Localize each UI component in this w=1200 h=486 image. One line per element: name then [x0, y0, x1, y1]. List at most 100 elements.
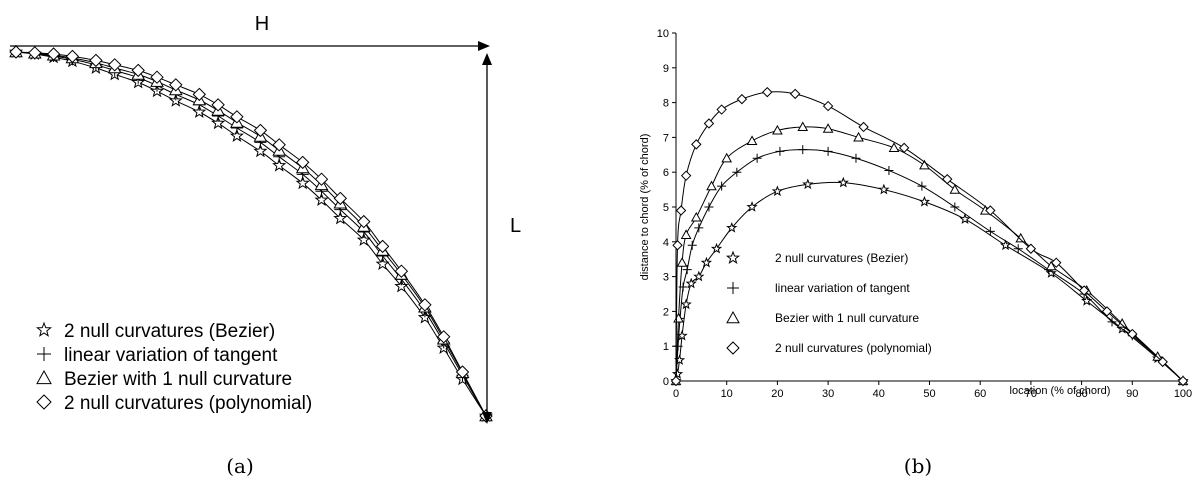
panel-a-point: [107, 58, 122, 72]
panel-a-point: [28, 46, 42, 60]
y-tick-label: 0: [663, 376, 669, 388]
panel-a-caption: (a): [226, 454, 254, 478]
x-tick-label: 100: [1174, 388, 1192, 400]
panel-b-series-line-3: [675, 126, 1184, 382]
x-tick-label: 10: [721, 388, 733, 400]
panel-b-point: [703, 118, 715, 129]
panel-b-point: [672, 240, 683, 251]
panel-a-point: [455, 365, 470, 379]
legend-a-triangle-marker: [36, 369, 52, 385]
panel-b-point: [673, 341, 683, 351]
panel-b-point: [959, 213, 971, 224]
panel-a-point: [418, 298, 432, 312]
panel-b-series-line-4: [675, 91, 1184, 382]
panel-a-point: [230, 110, 244, 124]
panel-b-curves: [670, 86, 1189, 387]
panel-b-point: [853, 131, 864, 142]
panel-b-point: [999, 239, 1012, 251]
legend-a-diamond-marker: [36, 394, 52, 410]
panel-b-point: [1045, 260, 1057, 271]
l-label: L: [510, 215, 521, 237]
y-tick-label: 1: [663, 341, 669, 353]
panel-b-point: [1127, 328, 1138, 340]
panel-b-point: [716, 104, 727, 115]
panel-b: 0 10 20 30 40 50 60 70 80 90 100 0 1 2 3 4 5 6 7 8 9 10 2 nul…: [639, 28, 1192, 478]
legend-a-label: 2 null curvatures (polynomial): [64, 393, 312, 414]
y-tick-label: 6: [663, 167, 669, 179]
h-arrowhead: [478, 41, 490, 51]
panel-a: H L 2 null curvatures (Bezier) linear var…: [8, 13, 521, 478]
legend-a-label: linear variation of tangent: [64, 345, 278, 366]
panel-a-point: [375, 239, 390, 254]
panel-a-point: [253, 123, 268, 138]
panel-b-point: [919, 159, 930, 170]
x-tick-label: 0: [673, 388, 679, 400]
x-tick-label: 80: [1075, 388, 1087, 400]
panel-b-point: [823, 146, 833, 156]
panel-b-point: [797, 121, 809, 132]
panel-a-point: [295, 155, 310, 170]
panel-b-point: [1177, 375, 1189, 387]
panel-b-point: [1025, 243, 1037, 254]
panel-a-point: [357, 214, 371, 229]
panel-b-point: [680, 298, 692, 310]
panel-b-point: [798, 145, 808, 155]
panel-b-point: [736, 93, 748, 105]
panel-b-point: [706, 180, 717, 191]
panel-b-point: [762, 86, 773, 98]
panel-b-point: [950, 202, 960, 212]
y-tick-label: 3: [663, 272, 669, 284]
panel-a-point: [356, 232, 371, 247]
panel-b-point: [685, 277, 697, 289]
panel-b-point: [732, 167, 742, 177]
y-tick-label: 5: [663, 202, 669, 214]
x-tick-label: 70: [1025, 388, 1037, 400]
panel-a-point: [394, 264, 409, 278]
panel-b-point: [918, 195, 931, 207]
panel-a-point: [131, 63, 145, 78]
panel-b-point: [693, 270, 705, 282]
panel-a-point: [46, 47, 61, 61]
panel-b-point: [771, 185, 784, 197]
panel-b-point: [942, 173, 953, 185]
panel-b-point: [789, 88, 801, 100]
panel-a-point: [436, 330, 451, 344]
panel-a-point: [229, 128, 244, 143]
panel-a-point: [272, 138, 286, 152]
x-axis-label: location (% of chord): [1010, 385, 1111, 397]
panel-b-point: [1152, 351, 1163, 361]
panel-b-point: [746, 201, 758, 212]
panel-a-curves: [8, 44, 494, 423]
x-tick-label: 90: [1126, 388, 1138, 400]
panel-b-point: [898, 142, 910, 154]
panel-b-point: [775, 146, 785, 156]
y-tick-label: 2: [663, 306, 669, 318]
panel-a-point: [314, 192, 329, 207]
legend-a-star-marker: [35, 321, 53, 337]
panel-b-point: [949, 184, 961, 194]
l-arrowhead-top: [482, 53, 492, 65]
panel-b-point: [1078, 285, 1090, 296]
panel-a-point: [211, 115, 226, 130]
panel-a-point: [150, 70, 164, 84]
panel-b-point: [822, 100, 834, 112]
panel-b-point: [1051, 257, 1062, 268]
panel-b-point: [687, 240, 697, 250]
panel-a-point: [89, 53, 103, 68]
x-tick-label: 60: [974, 388, 986, 400]
panel-b-point: [694, 223, 704, 233]
legend-b-label: Bezier with 1 null curvature: [775, 311, 919, 325]
panel-b-point: [837, 176, 849, 188]
panel-b-point: [680, 170, 692, 181]
panel-b-point: [851, 153, 861, 163]
panel-b-point: [671, 368, 684, 379]
panel-a-point: [333, 191, 348, 206]
panel-b-point: [675, 205, 687, 216]
panel-a-point: [314, 172, 329, 186]
panel-b-point: [680, 229, 692, 239]
panel-b-point: [822, 123, 834, 133]
legend-b-diamond-marker: [726, 341, 740, 355]
panel-b-point: [746, 135, 758, 145]
panel-b-point: [721, 152, 733, 163]
panel-a-point: [375, 256, 390, 271]
